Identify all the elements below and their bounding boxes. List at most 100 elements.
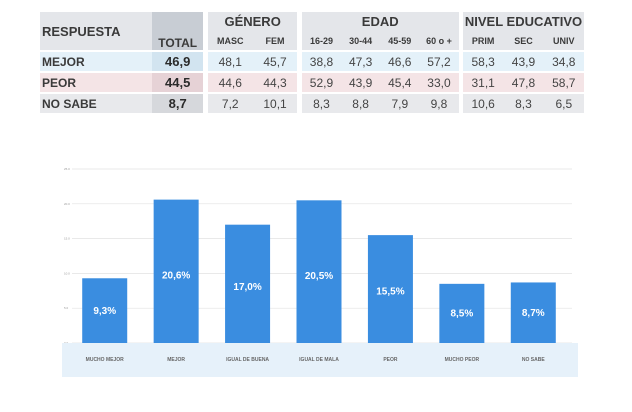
category-label: MUCHO MEJOR: [86, 357, 124, 363]
cell-value: 48,1: [207, 52, 253, 71]
header-total: TOTAL: [151, 12, 204, 50]
category-label: PEOR: [383, 357, 398, 363]
cell-value: 6,5: [543, 94, 584, 113]
cell-value: 45,7: [252, 52, 298, 71]
row-label: MEJOR: [40, 52, 152, 71]
category-label: IGUAL DE MALA: [299, 357, 339, 363]
cell-value: 31,1: [463, 73, 504, 92]
bar: [296, 200, 342, 343]
table-row-peor: PEOR 44,5 44,6 44,3 52,9 43,9 45,4 33,0 …: [40, 73, 584, 92]
bar: [225, 224, 271, 343]
bar: [367, 235, 413, 343]
data-label: 8,5%: [450, 308, 473, 319]
cell-value: 7,2: [207, 94, 253, 113]
header-univ: UNIV: [543, 31, 584, 50]
category-label: MUCHO PEOR: [445, 357, 480, 363]
row-total: 44,5: [151, 73, 204, 92]
table-separator-cell: [40, 92, 584, 94]
data-label: 8,7%: [522, 308, 545, 319]
header-respuesta: RESPUESTA: [40, 12, 152, 50]
data-label: 20,5%: [305, 271, 333, 282]
bar: [153, 199, 199, 343]
cell-value: 46,6: [380, 52, 420, 71]
category-label: MEJOR: [167, 357, 185, 363]
header-nivel-educativo: NIVEL EDUCATIVO: [463, 12, 584, 31]
bars-layer: [82, 199, 556, 343]
labels-layer: 9,3% MUCHO MEJOR 20,6% MEJOR 17,0% IGUAL DE B…: [86, 270, 546, 363]
bar: [510, 282, 556, 343]
table-gap: [203, 52, 208, 71]
table-separator-cell: [40, 71, 584, 73]
row-label: PEOR: [40, 73, 152, 92]
data-label: 9,3%: [93, 306, 116, 317]
y-tick-label: 15.0: [64, 237, 70, 241]
y-tick-label: 25.0: [64, 167, 70, 171]
table-separator: [40, 71, 584, 73]
cell-value: 43,9: [341, 73, 381, 92]
data-label: 20,6%: [162, 270, 190, 281]
header-60-mas: 60 o +: [419, 31, 459, 50]
y-tick-label: 10.0: [64, 271, 70, 275]
table-gap: [203, 12, 208, 50]
header-prim: PRIM: [463, 31, 504, 50]
row-total: 8,7: [151, 94, 204, 113]
cell-value: 10,1: [252, 94, 298, 113]
y-tick-label: 5.0: [64, 306, 69, 310]
category-label: IGUAL DE BUENA: [226, 357, 269, 363]
bar: [82, 278, 128, 343]
table-gap: [458, 12, 464, 50]
table-gap: [297, 12, 302, 50]
table-separator: [40, 50, 584, 52]
cell-value: 8,3: [503, 94, 544, 113]
cell-value: 47,8: [503, 73, 544, 92]
table-gap: [297, 94, 302, 113]
header-sec: SEC: [503, 31, 544, 50]
header-masc: MASC: [207, 31, 253, 50]
cell-value: 47,3: [341, 52, 381, 71]
table-gap: [458, 73, 464, 92]
cell-value: 43,9: [503, 52, 544, 71]
category-label: NO SABE: [522, 357, 545, 363]
table-separator-cell: [40, 50, 584, 52]
x-axis-band: [62, 343, 578, 377]
cell-value: 38,8: [301, 52, 342, 71]
table-gap: [203, 94, 208, 113]
survey-results-table: RESPUESTA TOTAL GÉNERO EDAD NIVEL EDUCAT…: [40, 12, 584, 113]
cell-value: 8,8: [341, 94, 381, 113]
cell-value: 33,0: [419, 73, 459, 92]
cell-value: 52,9: [301, 73, 342, 92]
table-row-no-sabe: NO SABE 8,7 7,2 10,1 8,3 8,8 7,9 9,8 10,…: [40, 94, 584, 113]
header-edad: EDAD: [301, 12, 459, 31]
table-gap: [203, 73, 208, 92]
cell-value: 9,8: [419, 94, 459, 113]
cell-value: 44,6: [207, 73, 253, 92]
cell-value: 10,6: [463, 94, 504, 113]
data-label: 17,0%: [233, 282, 261, 293]
header-fem: FEM: [252, 31, 298, 50]
table-separator: [40, 92, 584, 94]
cell-value: 34,8: [543, 52, 584, 71]
y-tick-label: 20.0: [64, 202, 70, 206]
header-45-59: 45-59: [380, 31, 420, 50]
table-row-mejor: MEJOR 46,9 48,1 45,7 38,8 47,3 46,6 57,2…: [40, 52, 584, 71]
cell-value: 45,4: [380, 73, 420, 92]
cell-value: 58,3: [463, 52, 504, 71]
row-label: NO SABE: [40, 94, 152, 113]
table-header-sub-row: MASC FEM 16-29 30-44 45-59 60 o + PRIM S…: [40, 31, 584, 50]
cell-value: 58,7: [543, 73, 584, 92]
data-label: 15,5%: [376, 286, 404, 297]
table-gap: [458, 52, 464, 71]
bar: [439, 283, 485, 343]
row-total: 46,9: [151, 52, 204, 71]
cell-value: 8,3: [301, 94, 342, 113]
cell-value: 57,2: [419, 52, 459, 71]
table-gap: [297, 73, 302, 92]
bar-chart: 0.05.010.015.020.025.0 9,3%MUCHO MEJOR20…: [62, 167, 578, 377]
header-16-29: 16-29: [301, 31, 342, 50]
header-genero: GÉNERO: [207, 12, 298, 31]
table-header-group-row: RESPUESTA TOTAL GÉNERO EDAD NIVEL EDUCAT…: [40, 12, 584, 50]
table-gap: [458, 94, 464, 113]
cell-value: 44,3: [252, 73, 298, 92]
cell-value: 7,9: [380, 94, 420, 113]
table-gap: [297, 52, 302, 71]
